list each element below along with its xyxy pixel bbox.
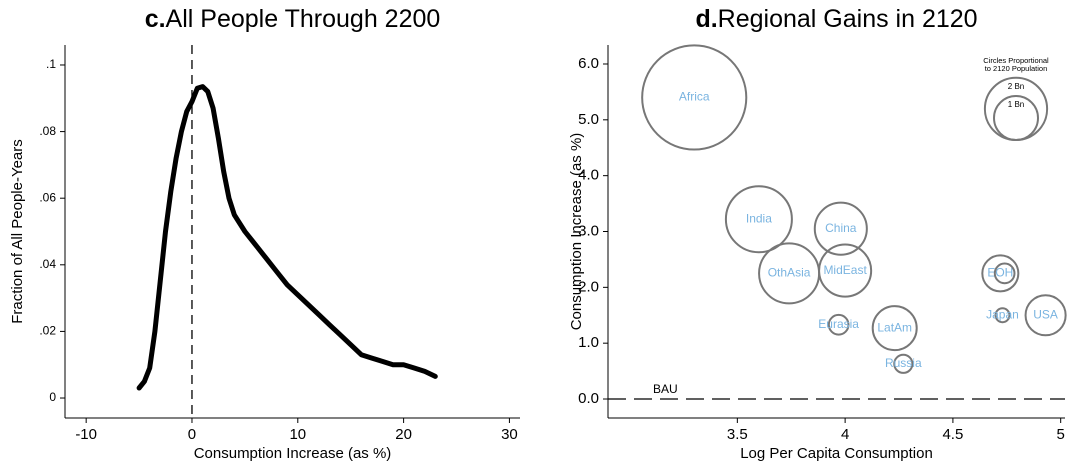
x-tick-label: 3.5	[727, 426, 748, 443]
size-legend-circle	[993, 95, 1039, 141]
chart-title: c.All People Through 2200	[145, 5, 441, 33]
x-axis-label: Consumption Increase (as %)	[194, 445, 392, 462]
bubble	[993, 262, 1016, 285]
bubble	[994, 307, 1011, 324]
y-axis-label: Fraction of All People-Years	[9, 139, 26, 324]
bubble	[641, 44, 748, 151]
x-tick-label: 20	[395, 426, 412, 443]
y-tick-label: .1	[46, 57, 56, 71]
panel-letter: c.	[145, 5, 166, 33]
x-tick-label: 0	[188, 426, 196, 443]
y-tick-label: 2.0	[578, 278, 599, 295]
x-tick-label: -10	[75, 426, 97, 443]
bubble	[724, 185, 793, 254]
y-tick-label: .02	[39, 324, 56, 338]
y-tick-label: 1.0	[578, 334, 599, 351]
bubble-label: MidEast	[823, 263, 867, 277]
bubble-label: Africa	[679, 90, 710, 104]
bubble-label: China	[825, 221, 857, 235]
y-tick-label: .06	[39, 190, 56, 204]
y-tick-label: 4.0	[578, 167, 599, 184]
reference-label: BAU	[653, 382, 678, 396]
y-tick-label: 5.0	[578, 111, 599, 128]
y-axis-label: Consumption Increase (as %)	[568, 133, 585, 331]
bubble	[827, 313, 850, 336]
bubble	[893, 353, 914, 374]
x-axis-label: Log Per Capita Consumption	[740, 445, 933, 462]
y-tick-label: .08	[39, 124, 56, 138]
title-text: Regional Gains in 2120	[718, 5, 978, 33]
title-text: All People Through 2200	[166, 5, 441, 33]
density-line	[136, 84, 438, 391]
bubble-label: USA	[1033, 307, 1058, 321]
bubble-label: OthAsia	[768, 266, 811, 280]
chart-title: d.Regional Gains in 2120	[695, 5, 977, 33]
panel-letter: d.	[695, 5, 717, 33]
bubble	[981, 254, 1020, 293]
x-tick-label: 30	[501, 426, 518, 443]
bubble	[818, 243, 873, 298]
size-legend-title: Circles Proportional	[983, 56, 1049, 65]
size-legend-title: to 2120 Population	[985, 64, 1048, 73]
y-tick-label: 6.0	[578, 55, 599, 72]
x-tick-label: 4.5	[942, 426, 963, 443]
x-tick-label: 10	[289, 426, 306, 443]
size-legend-label: 1 Bn	[1008, 100, 1024, 109]
bubble-label: Russia	[885, 356, 922, 370]
y-tick-label: 0.0	[578, 390, 599, 407]
bubble	[813, 201, 868, 256]
bubble	[871, 305, 918, 352]
size-legend-label: 2 Bn	[1008, 82, 1024, 91]
y-tick-label: 3.0	[578, 222, 599, 239]
x-tick-label: 5	[1057, 426, 1065, 443]
bubble-label: EOH	[987, 266, 1013, 280]
bubble	[1024, 294, 1067, 337]
bubble-label: India	[746, 211, 772, 225]
bubble-label: Eurasia	[818, 317, 859, 331]
x-tick-label: 4	[841, 426, 849, 443]
y-tick-label: 0	[49, 390, 56, 404]
y-tick-label: .04	[39, 257, 56, 271]
bubble-label: LatAm	[877, 320, 912, 334]
bubble-label: Japan	[986, 307, 1019, 321]
